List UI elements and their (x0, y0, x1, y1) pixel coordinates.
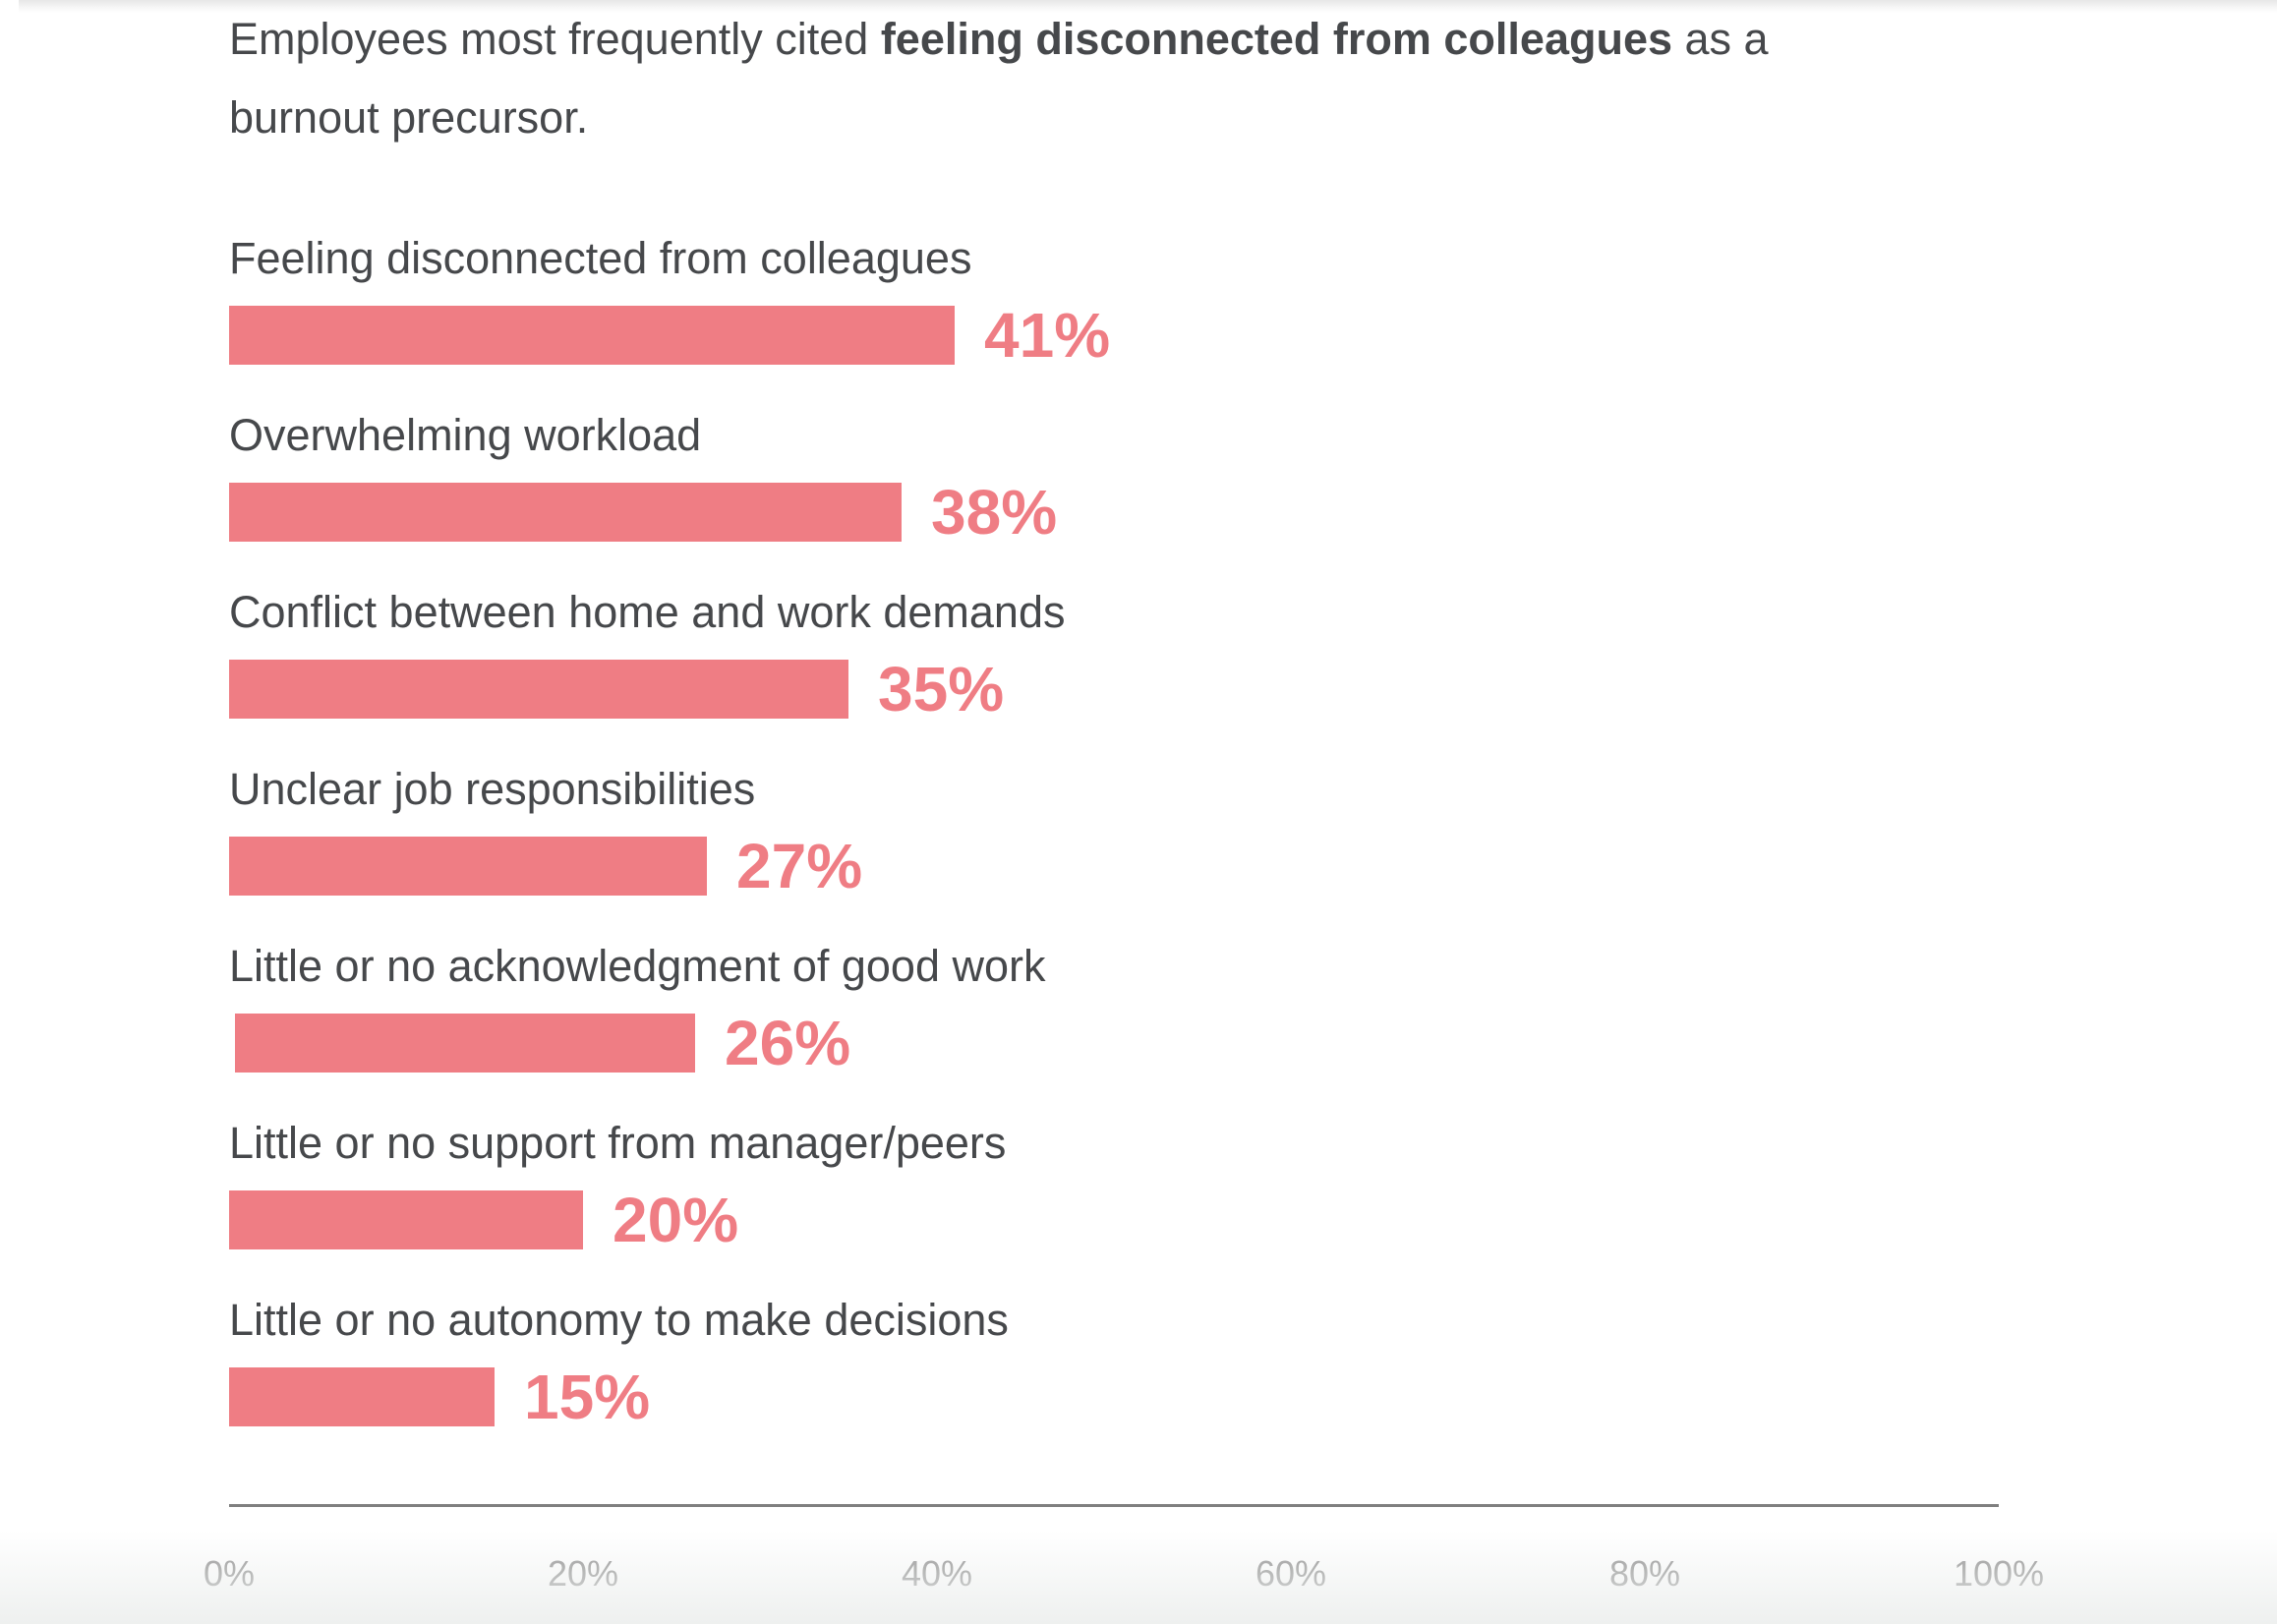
category-label: Little or no support from manager/peers (229, 1118, 1007, 1168)
bar-line: 20% (229, 1185, 739, 1255)
chart-title-text: as a (1672, 14, 1769, 64)
bar-value-label: 15% (524, 1362, 651, 1432)
bar-value-label: 35% (878, 654, 1005, 725)
bar-value-label: 41% (984, 300, 1111, 371)
chart-row: Little or no support from manager/peers 2… (229, 1121, 2195, 1298)
bar-value-label: 38% (931, 477, 1058, 548)
bar (235, 1014, 695, 1073)
bar-line: 41% (229, 300, 1111, 371)
bar (229, 1367, 495, 1426)
category-label: Unclear job responsibilities (229, 764, 756, 814)
bar-value-label: 26% (725, 1008, 851, 1078)
bar (229, 1190, 583, 1249)
chart-title-text: burnout precursor. (229, 92, 589, 143)
bar-line: 15% (229, 1362, 651, 1432)
category-label: Feeling disconnected from colleagues (229, 233, 972, 283)
x-axis-ticks: 0% 20% 40% 60% 80% 100% (204, 1553, 2044, 1595)
bar-value-label: 20% (613, 1185, 739, 1255)
chart-row: Conflict between home and work demands 35… (229, 590, 2195, 767)
category-label: Little or no acknowledgment of good work (229, 941, 1046, 991)
x-axis-tick-label: 100% (1953, 1553, 2045, 1594)
top-shadow (19, 0, 2277, 13)
bar-line: 35% (229, 654, 1005, 725)
chart-row: Overwhelming workload 38% (229, 413, 2195, 590)
bar (229, 837, 707, 896)
category-label: Overwhelming workload (229, 410, 702, 460)
bar (229, 660, 848, 719)
x-axis-tick-label: 40% (901, 1553, 973, 1594)
bar-line: 38% (229, 477, 1058, 548)
category-label: Little or no autonomy to make decisions (229, 1295, 1009, 1345)
bar-line: 27% (229, 831, 863, 901)
chart-row: Unclear job responsibilities 27% (229, 767, 2195, 944)
bar-value-label: 27% (736, 831, 863, 901)
category-label: Conflict between home and work demands (229, 587, 1066, 637)
chart-title: Employees most frequently cited feeling … (229, 0, 2277, 157)
x-axis-tick-label: 60% (1255, 1553, 1327, 1594)
bar-line: 26% (229, 1008, 851, 1078)
x-axis-tick-label: 80% (1608, 1553, 1681, 1594)
chart-row: Little or no acknowledgment of good work… (229, 944, 2195, 1121)
chart-title-bold-text: feeling disconnected from colleagues (880, 14, 1673, 64)
bar (229, 483, 902, 542)
chart-row: Feeling disconnected from colleagues 41% (229, 236, 2195, 413)
x-axis-tick-label: 20% (547, 1553, 619, 1594)
chart-title-text: Employees most frequently cited (229, 14, 881, 64)
chart-row: Little or no autonomy to make decisions 1… (229, 1298, 2195, 1475)
x-axis-tick-label: 0% (203, 1553, 256, 1594)
bar (229, 306, 955, 365)
x-axis-line (229, 1504, 1999, 1507)
